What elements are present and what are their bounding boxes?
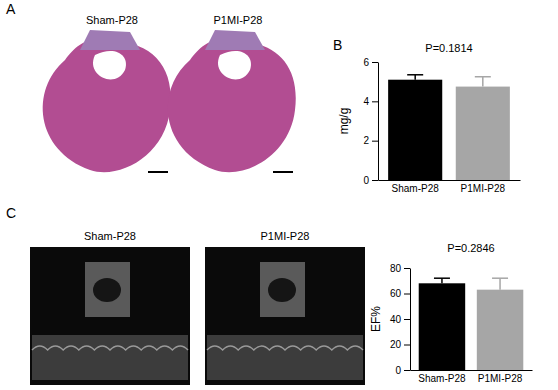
histology-image xyxy=(168,30,296,172)
bar xyxy=(388,80,442,180)
y-tick: 4 xyxy=(363,96,378,107)
y-axis-line xyxy=(378,63,379,181)
bars xyxy=(388,75,510,180)
bar xyxy=(419,283,465,370)
echo-cavity xyxy=(268,278,296,302)
error-bar xyxy=(407,75,423,80)
cavity xyxy=(93,51,126,79)
tissue-upper xyxy=(80,30,140,50)
chart: 0 20 40 60 80 Sham-P28 P1MI-P28 P=0.2846 EF% xyxy=(369,242,533,384)
bars xyxy=(419,278,524,370)
error-bar xyxy=(434,278,450,283)
error-bar xyxy=(475,77,491,87)
y-tick-mark xyxy=(404,319,410,320)
y-tick-mark xyxy=(404,345,410,346)
y-tick: 0 xyxy=(395,365,410,376)
annotation: P=0.1814 xyxy=(425,42,472,54)
y-tick-mark xyxy=(404,294,410,295)
annotation: P=0.2846 xyxy=(447,242,494,254)
echo-image xyxy=(30,247,190,385)
x-axis-line xyxy=(379,180,521,181)
y-tick: 60 xyxy=(390,288,410,299)
error-stem xyxy=(482,77,484,87)
tissue xyxy=(168,38,296,173)
y-tick-label: 60 xyxy=(390,288,402,299)
histology-image xyxy=(43,30,171,172)
mmode-wave xyxy=(207,346,363,350)
y-tick-mark xyxy=(404,370,410,371)
mmode-strip xyxy=(32,335,188,380)
x-tick-label: Sham-P28 xyxy=(418,373,466,384)
y-tick: 80 xyxy=(390,263,410,274)
y-tick-label: 40 xyxy=(390,314,402,325)
error-cap xyxy=(434,277,450,279)
y-tick-label: 80 xyxy=(390,263,402,274)
tissue-upper xyxy=(205,30,265,50)
x-axis: Sham-P28 P1MI-P28 xyxy=(379,180,521,194)
figure: A B C Sham-P28 P1MI-P28 Sham-P28 P1MI-P28 0 2 4 6 S… xyxy=(0,0,558,390)
image-caption: P1MI-P28 xyxy=(261,230,310,242)
error-cap xyxy=(475,76,491,78)
y-tick-mark xyxy=(372,101,378,102)
y-axis-title: EF% xyxy=(369,306,383,332)
y-tick: 2 xyxy=(363,135,378,146)
error-stem xyxy=(441,278,443,283)
x-tick: Sham-P28 xyxy=(418,370,466,384)
echo-view xyxy=(260,262,305,317)
y-tick: 20 xyxy=(390,339,410,350)
x-tick-label: P1MI-P28 xyxy=(461,183,506,194)
cavity xyxy=(218,51,251,79)
echo-image xyxy=(205,247,365,385)
scale-bar xyxy=(148,171,168,173)
x-axis-line xyxy=(411,370,533,371)
y-axis: 0 2 4 6 xyxy=(363,57,378,186)
echo-view xyxy=(85,262,130,317)
chart: 0 2 4 6 Sham-P28 P1MI-P28 P=0.1814 mg/g xyxy=(337,42,521,194)
image-caption: P1MI-P28 xyxy=(214,14,263,26)
y-axis-line xyxy=(410,269,411,371)
x-tick: P1MI-P28 xyxy=(478,370,523,384)
y-tick-label: 20 xyxy=(390,339,402,350)
image-caption: Sham-P28 xyxy=(86,14,138,26)
y-tick-label: 2 xyxy=(363,135,369,146)
y-tick-label: 4 xyxy=(363,96,369,107)
panel-label: A xyxy=(6,1,16,17)
error-cap xyxy=(407,74,423,76)
x-tick-label: P1MI-P28 xyxy=(478,373,523,384)
bar xyxy=(456,87,510,180)
y-axis: 0 20 40 60 80 xyxy=(390,263,411,376)
x-tick: Sham-P28 xyxy=(392,180,440,194)
bar xyxy=(477,290,523,370)
error-bar xyxy=(492,278,508,289)
y-tick: 40 xyxy=(390,314,410,325)
mmode-strip xyxy=(207,335,363,380)
scale-bar xyxy=(273,171,293,173)
y-tick-mark xyxy=(372,180,378,181)
x-tick-label: Sham-P28 xyxy=(392,183,440,194)
echo-background xyxy=(30,247,190,385)
y-tick-mark xyxy=(372,62,378,63)
mmode-wave xyxy=(32,346,188,350)
error-stem xyxy=(499,278,501,289)
y-axis-title: mg/g xyxy=(337,108,351,135)
panel-label: B xyxy=(333,37,342,53)
y-tick-mark xyxy=(372,141,378,142)
echo-cavity xyxy=(93,278,121,302)
x-axis: Sham-P28 P1MI-P28 xyxy=(411,370,533,384)
error-cap xyxy=(492,277,508,279)
panel-label: C xyxy=(6,205,16,221)
y-tick-label: 0 xyxy=(363,175,369,186)
x-tick: P1MI-P28 xyxy=(461,180,506,194)
y-tick: 0 xyxy=(363,175,378,186)
tissue xyxy=(43,38,171,173)
y-tick: 6 xyxy=(363,57,378,68)
echo-background xyxy=(205,247,365,385)
y-tick-label: 0 xyxy=(395,365,401,376)
y-tick-mark xyxy=(404,268,410,269)
y-tick-label: 6 xyxy=(363,57,369,68)
image-caption: Sham-P28 xyxy=(84,230,136,242)
